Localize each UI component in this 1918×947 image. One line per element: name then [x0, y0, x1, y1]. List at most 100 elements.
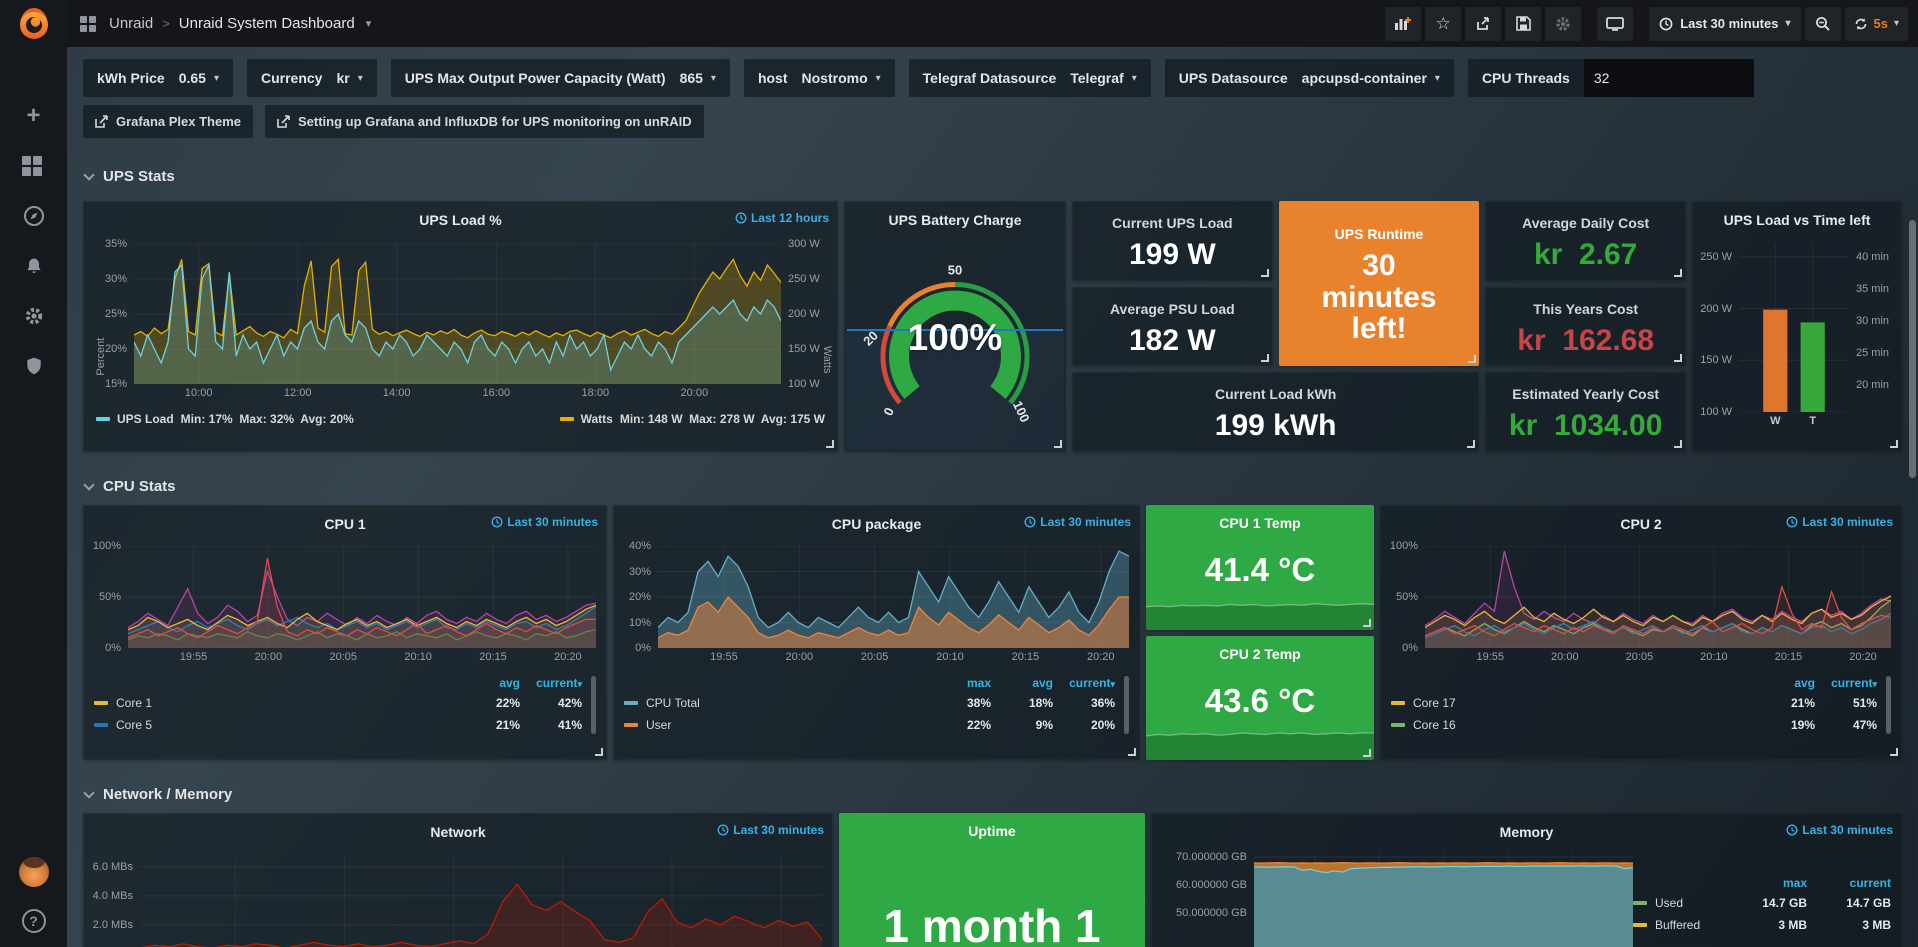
time-range-picker[interactable]: Last 30 minutes ▾: [1649, 6, 1801, 41]
panel-time-override[interactable]: Last 30 minutes: [1786, 515, 1893, 529]
dashboard-settings-button[interactable]: [1545, 6, 1582, 41]
legend-row[interactable]: Core 5 21% 41%: [94, 714, 596, 736]
help-icon[interactable]: ?: [21, 909, 46, 933]
chevron-down-icon[interactable]: ▾: [875, 72, 881, 84]
variable-ups-max-output[interactable]: UPS Max Output Power Capacity (Watt) 865…: [390, 59, 730, 97]
battery-gauge[interactable]: 0 20 50 100: [855, 242, 1055, 437]
legend-sort-max[interactable]: max: [966, 676, 991, 690]
section-ups-stats[interactable]: UPS Stats: [83, 168, 1902, 185]
panel-time-override[interactable]: Last 30 minutes: [1024, 515, 1131, 529]
series-name[interactable]: Core 16: [1413, 718, 1456, 732]
page-scrollbar[interactable]: [1909, 220, 1916, 478]
add-panel-button[interactable]: [1385, 6, 1422, 41]
legend-scrollbar[interactable]: [1886, 676, 1891, 734]
panel-cpu1-temp[interactable]: CPU 1 Temp 41.4 °C: [1145, 505, 1375, 630]
series-name[interactable]: Used: [1655, 896, 1684, 910]
variable-value[interactable]: 865: [679, 70, 703, 86]
legend-row[interactable]: User 22% 9% 20%: [624, 714, 1129, 736]
panel-estimated-yearly-cost[interactable]: Estimated Yearly Cost kr 1034.00: [1485, 372, 1686, 452]
dashboards-grid-icon[interactable]: [80, 15, 96, 32]
share-dashboard-button[interactable]: [1465, 6, 1502, 41]
panel-title[interactable]: CPU 2: [1620, 516, 1662, 532]
panel-title[interactable]: UPS Load vs Time left: [1723, 212, 1871, 228]
link-grafana-plex-theme[interactable]: Grafana Plex Theme: [83, 105, 253, 138]
user-avatar[interactable]: [18, 857, 49, 887]
legend-row[interactable]: Buffered 3 MB 3 MB: [1633, 914, 1895, 936]
chevron-down-icon[interactable]: ▾: [213, 72, 219, 84]
variable-value[interactable]: Nostromo: [801, 70, 868, 86]
panel-ups-runtime[interactable]: UPS Runtime 30 minutes left!: [1278, 201, 1480, 367]
save-dashboard-button[interactable]: [1505, 6, 1542, 41]
variable-host[interactable]: host Nostromo ▾: [743, 59, 895, 97]
legend-sort-current[interactable]: current: [1849, 876, 1891, 890]
series-name[interactable]: CPU Total: [646, 696, 700, 710]
panel-time-override[interactable]: Last 30 minutes: [717, 823, 824, 837]
server-admin-shield-icon[interactable]: [22, 354, 46, 378]
section-cpu-stats[interactable]: CPU Stats: [83, 478, 1902, 495]
variable-ups-datasource[interactable]: UPS Datasource apcupsd-container ▾: [1164, 59, 1454, 97]
cpu-package-chart[interactable]: [658, 546, 1129, 648]
legend-row[interactable]: CPU Total 38% 18% 36%: [624, 692, 1129, 714]
section-network-memory[interactable]: Network / Memory: [83, 786, 1902, 803]
memory-chart[interactable]: [1254, 852, 1633, 947]
panel-uptime[interactable]: Uptime 1 month 1: [839, 813, 1145, 947]
legend-sort-avg[interactable]: avg: [1032, 676, 1053, 690]
grafana-logo[interactable]: [12, 2, 56, 46]
legend-row[interactable]: Used 14.7 GB 14.7 GB: [1633, 892, 1895, 914]
panel-time-override[interactable]: Last 12 hours: [735, 211, 829, 225]
series-name[interactable]: Core 5: [116, 718, 153, 732]
chevron-down-icon[interactable]: ▾: [1131, 72, 1137, 84]
variable-value[interactable]: 0.65: [178, 70, 206, 86]
legend-sort-avg[interactable]: avg: [499, 676, 520, 690]
series-name[interactable]: Watts: [580, 412, 613, 426]
dashboards-icon[interactable]: [21, 154, 46, 178]
breadcrumb-dashboard-title[interactable]: Unraid System Dashboard: [178, 15, 355, 32]
panel-title[interactable]: UPS Load %: [419, 212, 502, 228]
cpu2-chart[interactable]: [1425, 546, 1891, 648]
panel-title[interactable]: Network: [430, 824, 486, 840]
panel-title[interactable]: UPS Battery Charge: [888, 212, 1022, 228]
panel-current-load-kwh[interactable]: Current Load kWh 199 kWh: [1072, 372, 1480, 452]
panel-average-daily-cost[interactable]: Average Daily Cost kr 2.67: [1485, 201, 1686, 281]
legend-scrollbar[interactable]: [1124, 676, 1129, 734]
breadcrumb-app[interactable]: Unraid: [109, 15, 154, 32]
chevron-down-icon[interactable]: ▾: [710, 72, 716, 84]
series-name[interactable]: User: [646, 718, 672, 732]
ups-bar-chart[interactable]: [1739, 244, 1849, 412]
panel-title[interactable]: CPU 1 Temp: [1219, 515, 1301, 531]
variable-currency[interactable]: Currency kr ▾: [246, 59, 377, 97]
legend-sort-max[interactable]: max: [1782, 876, 1807, 890]
legend-scrollbar[interactable]: [591, 676, 596, 734]
panel-average-psu-load[interactable]: Average PSU Load 182 W: [1072, 286, 1273, 367]
series-name[interactable]: Buffered: [1655, 918, 1701, 932]
zoom-out-time-button[interactable]: [1804, 6, 1841, 41]
panel-title[interactable]: CPU 1: [324, 516, 366, 532]
panel-time-override[interactable]: Last 30 minutes: [1786, 823, 1893, 837]
panel-title[interactable]: CPU package: [831, 516, 922, 532]
chevron-down-icon[interactable]: ▾: [1434, 72, 1440, 84]
variable-value[interactable]: kr: [336, 70, 350, 86]
panel-time-override[interactable]: Last 30 minutes: [491, 515, 598, 529]
legend-item-watts[interactable]: Watts Min: 148 W Max: 278 W Avg: 175 W: [559, 412, 825, 426]
legend-sort-current[interactable]: current▾: [536, 676, 582, 690]
variable-value[interactable]: apcupsd-container: [1301, 70, 1427, 86]
panel-this-years-cost[interactable]: This Years Cost kr 162.68: [1485, 286, 1686, 367]
link-ups-monitoring-guide[interactable]: Setting up Grafana and InfluxDB for UPS …: [265, 105, 704, 138]
legend-row[interactable]: Core 17 21% 51%: [1391, 692, 1891, 714]
variable-kwh-price[interactable]: kWh Price 0.65 ▾: [83, 59, 233, 97]
panel-cpu2-temp[interactable]: CPU 2 Temp 43.6 °C: [1145, 635, 1374, 760]
refresh-picker[interactable]: 5s ▾: [1844, 6, 1908, 41]
panel-title[interactable]: Memory: [1499, 824, 1554, 840]
network-chart[interactable]: [140, 858, 822, 947]
series-name[interactable]: Core 1: [116, 696, 153, 710]
panel-title[interactable]: Uptime: [968, 823, 1016, 839]
ups-load-chart[interactable]: [134, 244, 781, 384]
legend-sort-avg[interactable]: avg: [1794, 676, 1815, 690]
legend-row[interactable]: Core 1 22% 42%: [94, 692, 596, 714]
legend-item-ups-load[interactable]: UPS Load Min: 17% Max: 32% Avg: 20%: [96, 412, 354, 426]
explore-compass-icon[interactable]: [22, 204, 46, 228]
configuration-gear-icon[interactable]: [22, 304, 46, 328]
panel-current-ups-load[interactable]: Current UPS Load 199 W: [1072, 201, 1273, 281]
create-plus-icon[interactable]: +: [26, 102, 41, 129]
alerting-bell-icon[interactable]: [22, 254, 46, 278]
